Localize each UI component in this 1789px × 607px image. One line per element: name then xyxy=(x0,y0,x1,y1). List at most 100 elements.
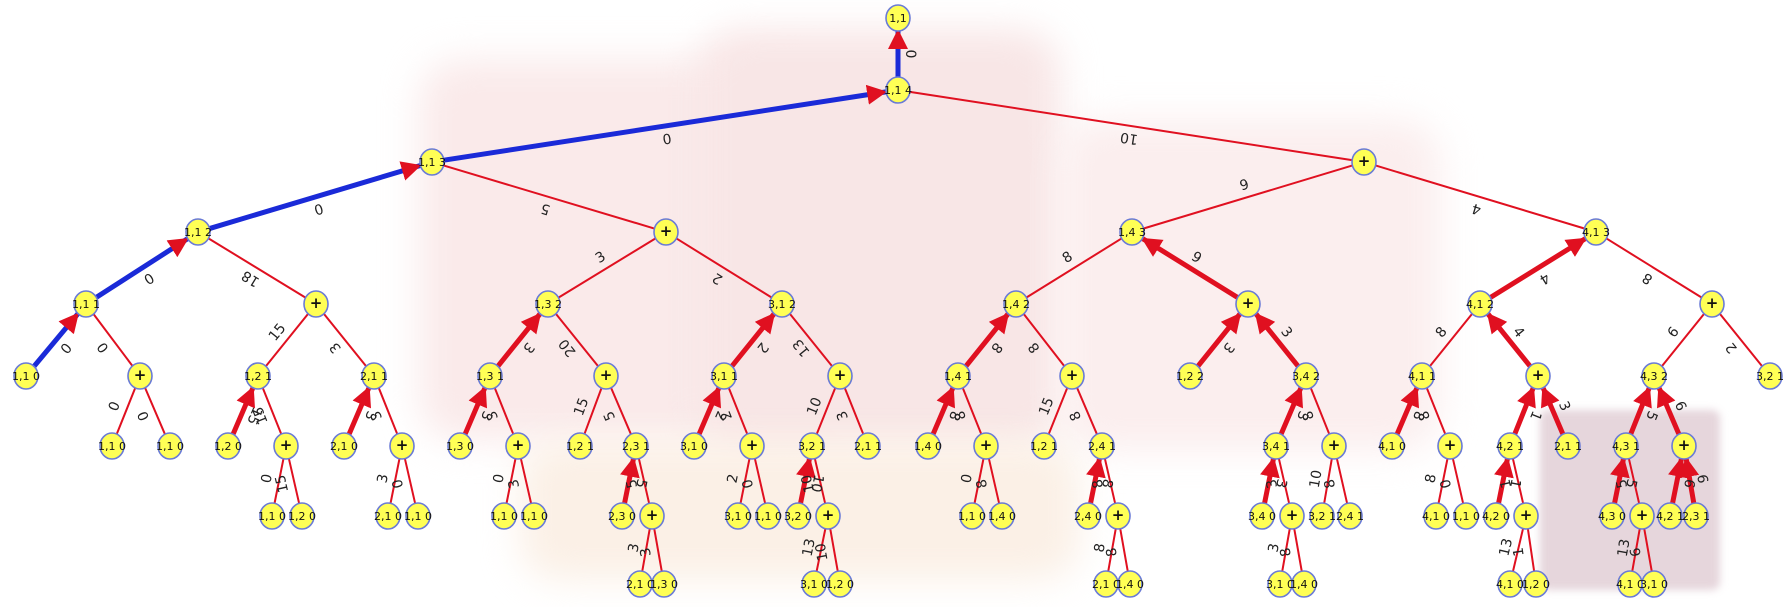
node-circle xyxy=(885,4,911,32)
plus-node: + xyxy=(639,502,665,530)
tree-edge-n3-n9 xyxy=(207,237,306,299)
state-node: 4,2 1 xyxy=(1656,502,1684,530)
node-circle xyxy=(389,432,415,460)
tree-edge-n65-n51 xyxy=(1253,311,1301,370)
edge-cost-label: 3 xyxy=(1277,324,1295,341)
state-node: 1,2 0 xyxy=(1522,570,1550,598)
node-label: 1,2 0 xyxy=(288,510,316,523)
node-label: 1,2 0 xyxy=(1522,578,1550,591)
node-circle xyxy=(945,362,971,390)
edge-cost-label: 2 xyxy=(725,473,742,485)
state-node: 1,2 0 xyxy=(214,432,242,460)
plus-node: + xyxy=(1437,432,1463,460)
node-label: + xyxy=(834,366,847,384)
tree-edge-n66-n69 xyxy=(1277,456,1291,505)
state-node: 2,1 0 xyxy=(626,570,654,598)
edge-cost-label: 8 xyxy=(1025,339,1043,356)
state-node: 3,1 0 xyxy=(800,570,828,598)
node-label: 1,1 0 xyxy=(404,510,432,523)
edge-cost-label: 0 xyxy=(661,129,672,146)
node-label: 1,2 1 xyxy=(566,440,594,453)
edge-cost-label: 8 xyxy=(987,339,1005,356)
plus-node: + xyxy=(1671,432,1697,460)
edge-cost-label: 1 xyxy=(1506,477,1523,489)
tree-edge-n52-n50 xyxy=(963,311,1011,370)
node-label: 4,3 2 xyxy=(1640,370,1668,383)
node-circle xyxy=(185,218,211,246)
tree-edge-n77-n74 xyxy=(1485,311,1533,370)
node-label: + xyxy=(1444,436,1457,454)
state-node: 1,4 0 xyxy=(1116,570,1144,598)
node-circle xyxy=(593,362,619,390)
node-circle xyxy=(215,432,241,460)
tree-edge-n48-n50 xyxy=(1026,237,1123,299)
node-circle xyxy=(289,502,315,530)
node-circle xyxy=(1263,432,1289,460)
state-node: 2,1 1 xyxy=(854,432,882,460)
node-label: 1,1 0 xyxy=(98,440,126,453)
tree-edge-n26-n28 xyxy=(519,456,533,505)
edge-cost-label: 8 xyxy=(1278,546,1295,558)
node-label: 1,4 0 xyxy=(988,510,1016,523)
node-circle xyxy=(711,362,737,390)
edge-cost-label: 8 xyxy=(1060,249,1076,267)
state-node: 1,1 0 xyxy=(754,502,782,530)
edge-cost-label: 0 xyxy=(94,339,112,356)
state-node: 2,4 0 xyxy=(1074,502,1102,530)
edge-cost-label: 3 xyxy=(1219,339,1237,356)
node-label: 2,1 0 xyxy=(374,510,402,523)
edge-cost-label: 8 xyxy=(1067,408,1085,423)
node-label: 3,4 0 xyxy=(1248,510,1276,523)
tree-edge-n54-n52 xyxy=(930,385,956,438)
node-label: + xyxy=(1112,506,1125,524)
tree-edge-n91-n94 xyxy=(1627,456,1641,505)
tree-edge-n11-n17 xyxy=(377,386,399,435)
node-circle xyxy=(73,290,99,318)
node-circle xyxy=(1555,432,1581,460)
node-circle xyxy=(1059,362,1085,390)
tree-edge-n67-n73 xyxy=(1335,456,1349,505)
node-circle xyxy=(1757,362,1783,390)
edge-cost-label: 0 xyxy=(1438,478,1456,490)
state-node: 3,1 2 xyxy=(768,290,796,318)
state-node: 3,2 0 xyxy=(784,502,812,530)
edge-cost-label: 0 xyxy=(56,339,74,356)
node-circle xyxy=(1641,570,1667,598)
tree-edge-n69-n70 xyxy=(1281,526,1291,573)
tree-edge-n67-n72 xyxy=(1323,456,1333,505)
state-node: 4,1 0 xyxy=(1496,570,1524,598)
background-blur-right xyxy=(1060,120,1440,450)
state-node: 4,1 0 xyxy=(1378,432,1406,460)
edge-cost-label: 4 xyxy=(1536,269,1552,287)
tree-edge-n60-n59 xyxy=(1086,456,1106,507)
state-node: 1,1 4 xyxy=(884,76,912,104)
edge-cost-label: 6 xyxy=(1680,477,1697,489)
node-label: + xyxy=(1532,366,1545,384)
tree-edge-n12-n10 xyxy=(230,385,256,438)
node-label: + xyxy=(822,506,835,524)
node-circle xyxy=(1279,502,1305,530)
tree-edge-n44-n45 xyxy=(815,526,827,573)
node-label: + xyxy=(1678,436,1691,454)
state-node: 1,3 0 xyxy=(650,570,678,598)
edge-cost-label: 1 xyxy=(1498,478,1516,490)
node-circle xyxy=(259,502,285,530)
state-node: 1,3 0 xyxy=(446,432,474,460)
node-circle xyxy=(1119,218,1145,246)
node-circle xyxy=(331,432,357,460)
node-label: 1,3 0 xyxy=(446,440,474,453)
edge-cost-label: 13 xyxy=(800,537,819,558)
tree-edge-n2-n1 xyxy=(441,84,888,163)
node-circle xyxy=(1497,570,1523,598)
state-node: 4,2 1 xyxy=(1496,432,1524,460)
node-circle xyxy=(769,290,795,318)
node-circle xyxy=(1089,432,1115,460)
state-node: 4,1 0 xyxy=(1422,502,1450,530)
plus-node: + xyxy=(739,432,765,460)
node-circle xyxy=(1525,362,1551,390)
edge-cost-label: 8 xyxy=(1098,477,1115,489)
tree-edge-n25-n23 xyxy=(462,385,488,438)
edge-cost-label: 0 xyxy=(312,200,325,218)
tree-edge-n32-n34 xyxy=(653,526,663,573)
